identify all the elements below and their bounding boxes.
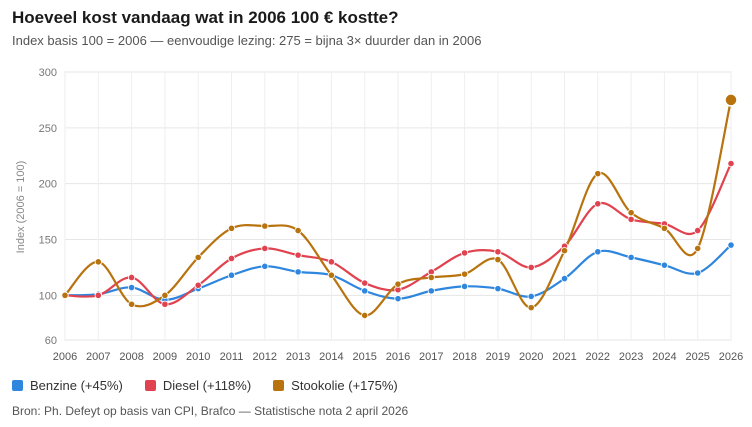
point-benzine[interactable] [294,268,302,276]
source-note: Bron: Ph. Defeyt op basis van CPI, Brafc… [12,404,409,418]
point-diesel[interactable] [627,215,635,223]
point-stookolie[interactable] [194,253,202,261]
point-benzine[interactable] [427,287,435,295]
x-tick-label: 2006 [53,351,77,363]
x-tick-label: 2014 [319,351,343,363]
x-tick-label: 2026 [719,351,743,363]
point-diesel[interactable] [361,279,369,287]
y-axis-label: Index (2006 = 100) [15,161,27,254]
x-tick-label: 2009 [153,351,177,363]
point-diesel[interactable] [261,244,269,253]
x-tick-label: 2020 [519,351,543,363]
x-tick-label: 2017 [419,351,443,363]
point-stookolie[interactable] [627,209,635,217]
legend: Benzine (+45%) Diesel (+118%) Stookolie … [12,378,398,393]
point-stookolie[interactable] [694,244,702,253]
point-diesel[interactable] [727,159,735,168]
point-diesel[interactable] [128,273,136,282]
point-stookolie[interactable] [294,226,302,235]
point-benzine[interactable] [627,253,635,261]
point-stookolie[interactable] [460,270,469,278]
x-tick-label: 2024 [652,351,676,363]
point-benzine[interactable] [227,271,236,279]
point-benzine[interactable] [494,285,502,293]
point-benzine[interactable] [460,282,469,290]
y-tick-label: 150 [39,235,57,247]
x-tick-label: 2010 [186,351,210,363]
legend-swatch-diesel [144,380,156,391]
point-stookolie[interactable] [61,291,69,299]
legend-swatch-stookolie [273,380,285,391]
point-benzine[interactable] [527,292,535,301]
x-tick-label: 2023 [619,351,643,363]
x-tick-label: 2013 [286,351,310,363]
chart-title: Hoeveel kost vandaag wat in 2006 100 € k… [12,8,399,27]
legend-label-stookolie: Stookolie (+175%) [291,378,398,393]
point-diesel[interactable] [527,263,535,272]
x-tick-label: 2022 [586,351,610,363]
legend-swatch-benzine [12,380,23,391]
point-diesel[interactable] [94,291,102,299]
legend-item-benzine[interactable]: Benzine (+45%) [12,378,123,393]
point-stookolie[interactable] [494,255,502,264]
y-tick-label: 250 [39,123,57,135]
x-tick-label: 2007 [86,351,110,363]
legend-label-benzine: Benzine (+45%) [30,378,123,393]
y-tick-label: 200 [39,179,57,191]
x-tick-label: 2016 [386,351,410,363]
x-tick-label: 2011 [220,351,244,363]
x-tick-label: 2008 [119,351,143,363]
point-diesel[interactable] [161,300,169,308]
point-benzine[interactable] [560,274,569,283]
point-benzine[interactable] [594,248,602,256]
point-diesel[interactable] [594,200,602,208]
x-axis-ticks: 2006 2007 2008 2009 2010 2011 2012 2013 2014 2015… [53,351,743,363]
point-diesel[interactable] [460,249,469,257]
point-benzine[interactable] [727,241,735,249]
point-diesel[interactable] [194,281,202,289]
x-tick-label: 2018 [452,351,476,363]
point-stookolie[interactable] [660,224,669,232]
point-benzine[interactable] [394,295,402,303]
point-stookolie[interactable] [724,93,738,107]
point-benzine[interactable] [128,283,136,292]
legend-item-stookolie[interactable]: Stookolie (+175%) [273,378,398,393]
point-benzine[interactable] [694,269,702,277]
chart-subtitle: Index basis 100 = 2006 — eenvoudige lezi… [12,33,482,48]
legend-label-diesel: Diesel (+118%) [162,378,252,393]
y-tick-label: 100 [39,290,57,302]
point-diesel[interactable] [227,254,236,263]
point-stookolie[interactable] [560,247,569,255]
y-tick-label: 300 [39,67,57,79]
point-diesel[interactable] [327,258,335,266]
legend-item-diesel[interactable]: Diesel (+118%) [144,378,252,393]
point-benzine[interactable] [660,261,669,269]
y-axis-ticks: 300 250 200 150 100 60 [39,67,57,347]
point-stookolie[interactable] [527,304,535,312]
point-stookolie[interactable] [128,300,136,308]
point-stookolie[interactable] [94,258,102,266]
point-diesel[interactable] [694,226,702,235]
point-stookolie[interactable] [227,224,236,232]
point-benzine[interactable] [261,262,269,270]
series-points [61,93,738,320]
point-diesel[interactable] [294,251,302,259]
point-stookolie[interactable] [594,170,602,178]
x-tick-label: 2019 [486,351,510,363]
x-tick-label: 2025 [685,351,709,363]
x-tick-label: 2021 [552,351,576,363]
y-tick-label: 60 [45,335,57,347]
point-stookolie[interactable] [361,311,369,320]
point-stookolie[interactable] [327,271,335,279]
x-tick-label: 2012 [253,351,277,363]
x-tick-label: 2015 [352,351,376,363]
point-benzine[interactable] [361,287,369,295]
point-stookolie[interactable] [161,291,169,299]
point-diesel[interactable] [494,248,502,256]
point-stookolie[interactable] [261,222,269,230]
point-stookolie[interactable] [394,280,402,288]
point-stookolie[interactable] [427,273,435,282]
